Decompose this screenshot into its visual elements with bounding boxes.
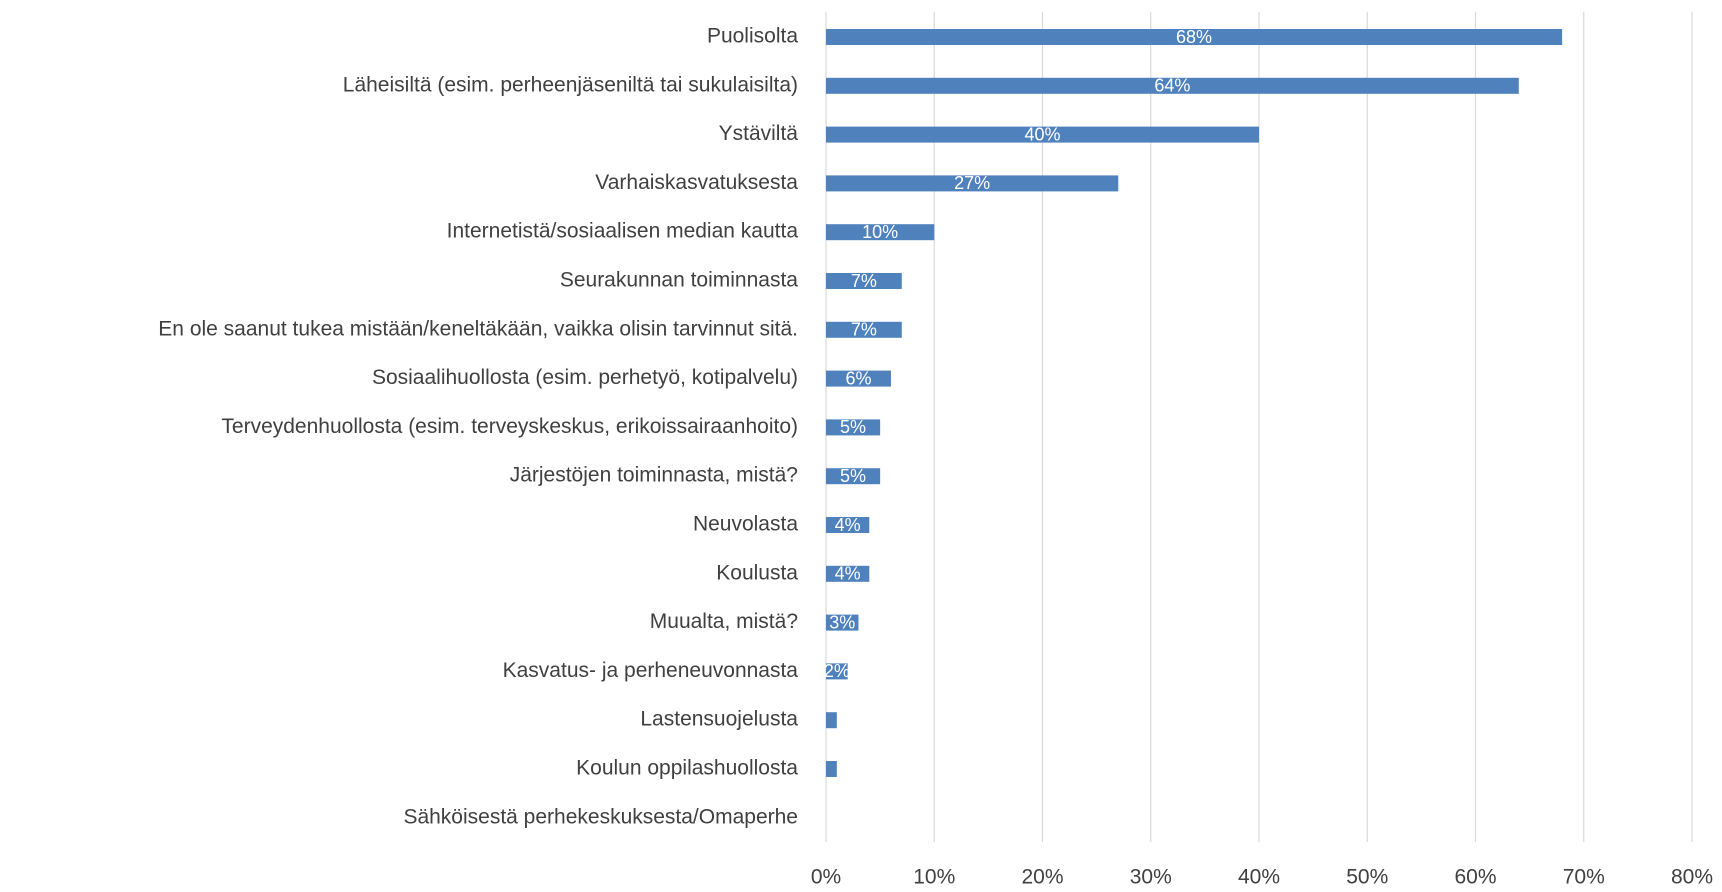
category-label: Kasvatus- ja perheneuvonnasta	[503, 659, 799, 682]
x-tick-label: 20%	[1021, 866, 1063, 889]
x-tick-label: 10%	[913, 866, 955, 889]
category-label: Lastensuojelusta	[640, 708, 798, 731]
category-label: Sosiaalihuollosta (esim. perhetyö, kotip…	[372, 366, 798, 389]
bar	[826, 321, 902, 338]
bar	[826, 224, 935, 241]
bar	[826, 370, 891, 387]
bar	[826, 468, 881, 485]
bar	[826, 565, 870, 582]
value-label: 2%	[824, 661, 850, 681]
bar	[826, 419, 881, 436]
bar	[826, 517, 870, 533]
bar	[826, 712, 837, 729]
x-tick-label: 30%	[1130, 866, 1172, 889]
category-label: Varhaiskasvatuksesta	[595, 171, 798, 194]
category-label: Koulun oppilashuollosta	[576, 757, 798, 780]
value-label: 4%	[835, 564, 861, 584]
value-label: 27%	[954, 173, 990, 193]
value-label: 6%	[845, 368, 871, 388]
bar	[826, 175, 1119, 192]
category-label: En ole saanut tukea mistään/keneltäkään,…	[158, 317, 798, 340]
x-tick-label: 40%	[1238, 866, 1280, 889]
category-label: Seurakunnan toiminnasta	[560, 269, 798, 292]
category-label: Puolisolta	[707, 25, 798, 48]
category-label: Järjestöjen toiminnasta, mistä?	[510, 464, 798, 487]
category-label: Koulusta	[716, 561, 798, 584]
bar	[826, 126, 1259, 143]
category-label: Läheisiltä (esim. perheenjäseniltä tai s…	[343, 73, 798, 96]
category-label: Sähköisestä perhekeskuksesta/Omaperhe	[403, 805, 798, 828]
bar	[826, 273, 902, 289]
value-label: 5%	[840, 466, 866, 486]
bar	[826, 663, 848, 680]
category-label: Ystäviltä	[719, 122, 799, 145]
bar	[826, 614, 859, 631]
category-label: Internetistä/sosiaalisen median kautta	[447, 220, 799, 243]
value-label: 64%	[1154, 76, 1190, 96]
x-tick-label: 80%	[1671, 866, 1713, 889]
x-tick-label: 50%	[1346, 866, 1388, 889]
value-label: 10%	[862, 222, 898, 242]
value-label: 3%	[829, 612, 855, 632]
value-label: 4%	[835, 515, 861, 535]
bar	[826, 77, 1519, 94]
bar	[826, 29, 1563, 45]
value-label: 7%	[851, 320, 877, 340]
category-label: Muualta, mistä?	[650, 610, 798, 633]
value-label: 5%	[840, 417, 866, 437]
category-label: Terveydenhuollosta (esim. terveyskeskus,…	[221, 415, 798, 438]
category-label: Neuvolasta	[693, 513, 798, 536]
x-tick-label: 0%	[811, 866, 841, 889]
value-label: 7%	[851, 271, 877, 291]
x-tick-label: 70%	[1563, 866, 1605, 889]
x-tick-label: 60%	[1454, 866, 1496, 889]
bar	[826, 761, 837, 777]
value-label: 40%	[1024, 124, 1060, 144]
value-label: 68%	[1176, 27, 1212, 47]
